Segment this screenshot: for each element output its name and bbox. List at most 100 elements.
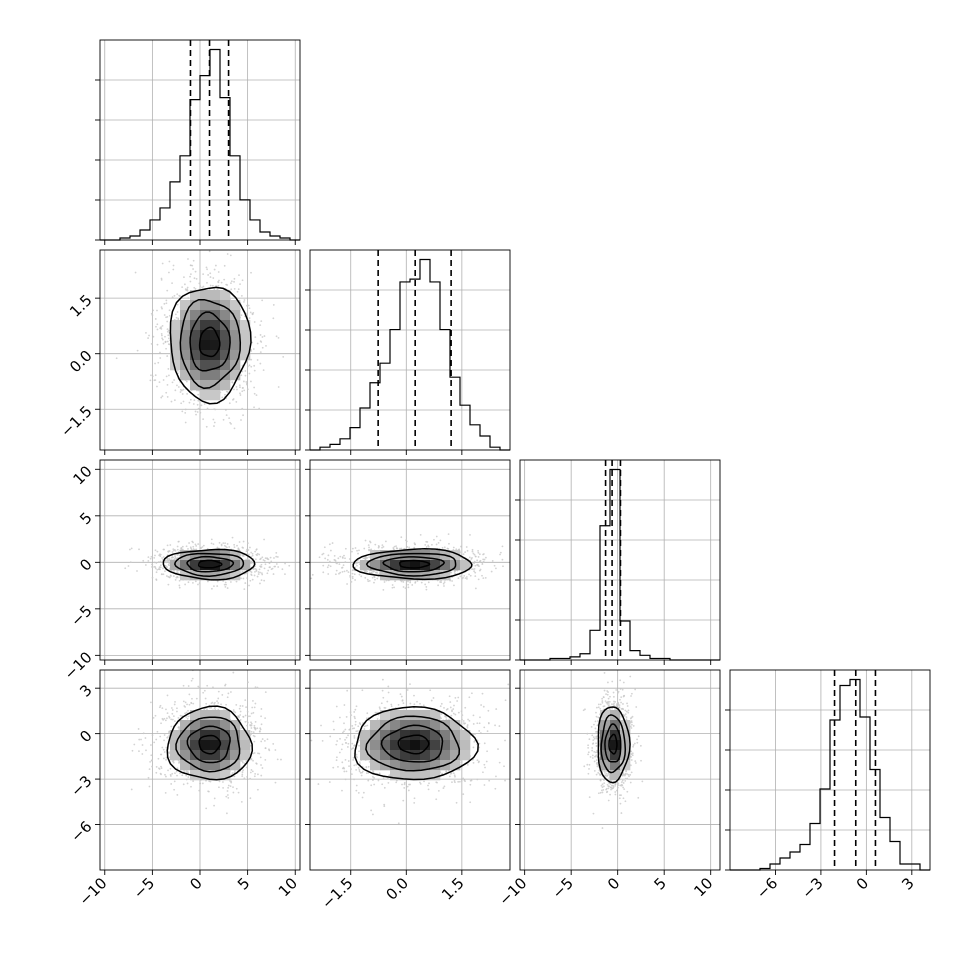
scatter-point (267, 569, 270, 572)
scatter-point (229, 581, 232, 583)
scatter-point (246, 776, 249, 778)
histogram-bar (800, 845, 810, 870)
scatter-point (621, 779, 624, 782)
scatter-point (468, 556, 471, 559)
scatter-point (157, 561, 160, 563)
scatter-point (344, 778, 347, 781)
scatter-point (591, 757, 594, 759)
scatter-point (226, 794, 229, 796)
contour-level-4 (597, 706, 631, 784)
scatter-point (618, 704, 621, 707)
density-cell (180, 320, 191, 331)
scatter-point (241, 407, 244, 410)
scatter-point (160, 753, 163, 756)
histogram-0-steps (100, 48, 300, 241)
scatter-point (462, 722, 465, 724)
density-cell (220, 330, 231, 341)
scatter-point (250, 730, 253, 733)
scatter-point (337, 557, 340, 560)
scatter-point (408, 546, 411, 549)
scatter-point (155, 738, 158, 741)
scatter-point (240, 577, 242, 580)
scatter-point (617, 703, 619, 705)
scatter-point (190, 547, 192, 550)
scatter-point (247, 456, 249, 458)
scatter-point (177, 386, 180, 388)
scatter-point (356, 562, 359, 564)
scatter-point (482, 771, 484, 774)
scatter-point (414, 543, 416, 546)
density-cell (180, 370, 191, 381)
scatter-point (611, 707, 613, 710)
scatter-point (310, 739, 313, 742)
density-cell (420, 710, 431, 721)
scatter-point (194, 270, 197, 273)
density-cell (460, 740, 471, 751)
scatter-point (399, 547, 401, 550)
scatter-point (439, 705, 442, 708)
scatter-point (167, 736, 169, 738)
scatter-point (409, 683, 411, 686)
scatter-point (157, 757, 160, 760)
scatter-point (636, 738, 638, 741)
scatter-point (154, 318, 157, 320)
scatter-point (160, 396, 163, 399)
density-cell (220, 570, 231, 581)
density-cell (190, 550, 201, 561)
scatter-point (620, 812, 623, 814)
panel-frame (519, 669, 721, 871)
scatter-point (244, 720, 247, 723)
scatter-point (166, 566, 168, 568)
scatter-point (625, 718, 628, 721)
scatter-point (360, 575, 363, 578)
scatter-point (604, 700, 607, 703)
scatter-point (435, 543, 438, 546)
scatter-point (264, 557, 267, 560)
density-cell (190, 730, 201, 741)
scatter-point (595, 759, 598, 762)
panel-content (308, 533, 504, 591)
scatter-point (365, 717, 368, 720)
scatter-point (151, 734, 154, 736)
density-cell (390, 550, 401, 561)
scatter-point (391, 584, 394, 586)
scatter-point (253, 706, 256, 709)
scatter-point (443, 785, 446, 788)
x-tick-label-p2: −10 (495, 874, 530, 909)
scatter-point (213, 408, 215, 410)
density-cell (460, 750, 471, 761)
scatter-point (149, 557, 152, 560)
scatter-point (189, 275, 191, 278)
scatter-point (607, 703, 610, 705)
scatter-point (472, 746, 475, 749)
scatter-point (216, 585, 219, 587)
density-cell (200, 340, 211, 351)
scatter-point (406, 689, 409, 691)
scatter-point (157, 361, 160, 364)
scatter-point (597, 706, 600, 709)
scatter-point (395, 781, 398, 784)
scatter-point (333, 554, 336, 557)
scatter-point (155, 571, 158, 574)
scatter-point (308, 565, 310, 567)
scatter-point (242, 715, 245, 718)
scatter-point (455, 801, 458, 804)
density-cell (200, 320, 211, 331)
scatter-point (228, 417, 231, 420)
density-cell (410, 710, 421, 721)
scatter-point (358, 768, 361, 771)
scatter-point (332, 720, 335, 723)
scatter-point (405, 540, 408, 543)
scatter-point (587, 753, 590, 756)
scatter-point (354, 723, 357, 726)
scatter-point (150, 744, 152, 746)
histogram-bar (200, 76, 210, 240)
scatter-point (187, 548, 189, 550)
scatter-point (244, 699, 247, 702)
scatter-point (628, 775, 630, 778)
scatter-point (343, 730, 345, 733)
scatter-point (347, 760, 350, 762)
scatter-point (225, 795, 228, 798)
scatter-point (380, 702, 383, 705)
scatter-point (201, 286, 203, 289)
